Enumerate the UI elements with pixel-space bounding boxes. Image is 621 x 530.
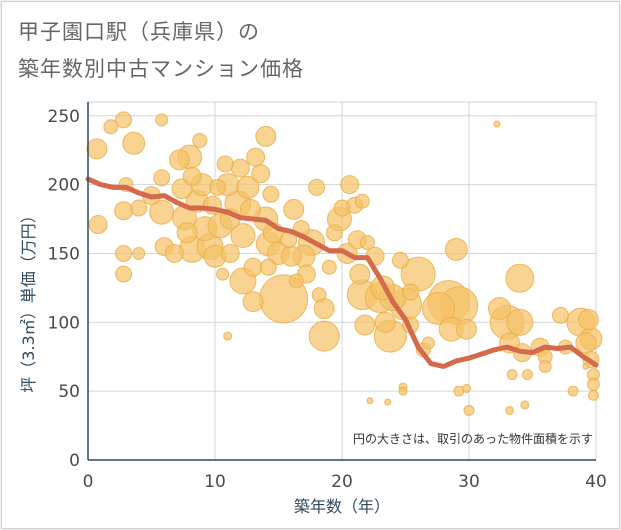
data-bubble [374,311,396,333]
data-bubble [255,125,277,147]
data-bubble [242,291,264,313]
data-bubble [311,287,327,303]
chart-title-line-2: 築年数別中古マンション価格 [18,57,304,81]
data-bubble [230,223,256,249]
data-bubble [366,397,374,405]
data-bubble [86,138,108,160]
data-bubble [506,369,518,381]
y-tick-label: 250 [48,107,80,127]
data-bubble [487,297,511,321]
data-bubble [444,237,468,261]
data-bubble [220,243,240,263]
data-bubble [283,198,305,220]
data-bubble [164,243,184,263]
data-bubble [520,400,530,410]
data-bubble [288,273,304,289]
data-bubble [153,169,171,187]
x-tick-label: 0 [83,472,94,492]
data-bubble [422,292,456,326]
data-bubble [586,377,600,391]
data-bubble [538,359,552,373]
x-tick-label: 30 [458,472,480,492]
y-axis-title: 坪（3.3㎡）単価（万円） [19,207,38,392]
data-bubble [168,149,190,171]
data-bubble [122,131,146,155]
x-axis-title: 築年数（年） [294,497,390,516]
data-bubble [176,222,198,244]
bubble-layer [86,111,603,416]
data-bubble [155,113,169,127]
x-tick-label: 20 [331,472,353,492]
data-bubble [130,199,148,217]
data-bubble [391,251,409,269]
data-bubble [340,175,360,195]
data-bubble [455,318,477,340]
data-bubble [506,308,534,336]
axes: 0 50 100 150 200 250 0 10 20 30 40 [48,102,607,492]
data-bubble [577,309,599,331]
data-bubble [115,244,133,262]
data-bubble [236,175,260,199]
data-bubble [246,147,266,167]
data-bubble [114,201,134,221]
data-bubble [132,246,146,260]
y-tick-label: 200 [48,176,80,196]
y-tick-label: 150 [48,244,80,264]
data-bubble [216,155,234,173]
data-bubble [325,224,343,242]
data-bubble [354,193,370,209]
x-tick-label: 10 [204,472,226,492]
data-bubble [243,257,263,277]
data-bubble [505,405,515,415]
data-bubble [421,336,435,350]
data-bubble [251,164,271,184]
data-bubble [493,120,501,128]
data-bubble [115,265,133,283]
data-bubble [402,283,420,301]
data-bubble [582,362,590,370]
data-bubble [182,166,202,186]
data-bubble [398,386,408,396]
data-bubble [192,133,208,149]
y-tick-label: 50 [58,382,80,402]
chart-title-line-1: 甲子園口駅（兵庫県）の [18,20,260,44]
data-bubble [505,263,535,293]
data-bubble [354,314,376,336]
bubble-size-note: 円の大きさは、取引のあった物件面積を示す [353,431,593,446]
data-bubble [359,234,375,250]
data-bubble [308,178,326,196]
data-bubble [349,263,371,285]
data-bubble [567,385,579,397]
data-bubble [321,259,337,275]
trend-line [85,176,599,369]
data-bubble [384,398,392,406]
data-bubble [103,119,119,135]
data-bubble [262,185,280,203]
data-bubble [88,215,108,235]
data-bubble [521,369,533,381]
data-bubble [463,404,475,416]
y-tick-label: 100 [48,313,80,333]
data-bubble [115,111,133,129]
data-bubble [308,320,340,352]
data-bubble [461,383,471,393]
data-bubble [216,267,230,281]
x-tick-label: 40 [585,472,607,492]
data-bubble [587,389,599,401]
data-bubble [230,158,250,178]
data-bubble [223,331,233,341]
data-bubble [209,178,227,196]
data-bubble [575,332,597,354]
data-bubble [280,245,302,267]
data-bubble [551,306,569,324]
data-bubble [259,258,277,276]
y-tick-label: 0 [69,451,80,471]
